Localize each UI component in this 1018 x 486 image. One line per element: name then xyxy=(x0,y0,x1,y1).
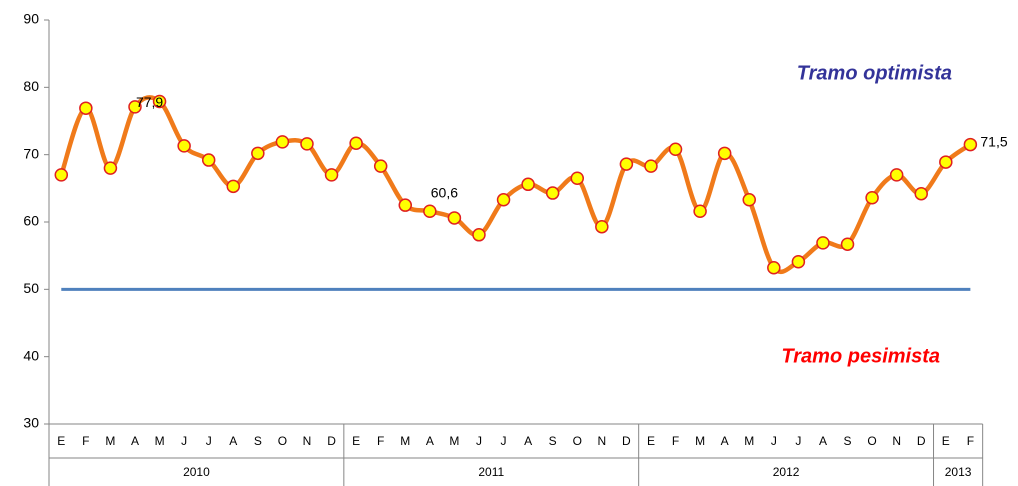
x-tick-label: M xyxy=(449,434,459,448)
marker xyxy=(742,193,756,207)
group-label: 2011 xyxy=(478,465,504,479)
marker xyxy=(595,219,609,234)
marker xyxy=(865,191,879,205)
marker xyxy=(447,211,462,225)
x-tick-label: J xyxy=(501,434,507,448)
marker xyxy=(717,146,732,161)
marker xyxy=(103,161,118,175)
x-tick-label: O xyxy=(573,434,582,448)
marker xyxy=(152,94,167,109)
marker xyxy=(914,186,928,201)
x-tick-label: F xyxy=(377,434,384,448)
group-label: 2010 xyxy=(183,465,210,479)
x-tick-label: D xyxy=(327,434,336,448)
x-tick-label: A xyxy=(229,434,237,448)
marker xyxy=(251,146,265,161)
marker xyxy=(668,142,683,157)
x-tick-label: E xyxy=(647,434,655,448)
x-tick-label: J xyxy=(181,434,187,448)
x-tick-label: N xyxy=(892,434,901,448)
x-tick-label: J xyxy=(771,434,777,448)
x-tick-label: S xyxy=(549,434,557,448)
x-tick-label: O xyxy=(867,434,876,448)
x-tick-label: F xyxy=(82,434,89,448)
marker xyxy=(54,168,69,182)
y-tick-label: 70 xyxy=(23,145,39,161)
marker xyxy=(226,179,241,194)
x-tick-label: M xyxy=(105,434,115,448)
x-tick-label: M xyxy=(695,434,705,448)
marker xyxy=(398,198,413,212)
marker xyxy=(889,168,904,182)
x-tick-label: D xyxy=(622,434,631,448)
data-label: 71,5 xyxy=(980,133,1007,149)
y-tick-label: 60 xyxy=(23,213,39,229)
annotation: Tramo pesimista xyxy=(781,345,940,367)
series-line xyxy=(59,95,972,275)
x-tick-label: N xyxy=(597,434,606,448)
y-tick-label: 40 xyxy=(23,347,39,363)
marker xyxy=(619,157,634,171)
marker xyxy=(816,236,830,250)
marker xyxy=(496,193,511,207)
x-tick-label: F xyxy=(672,434,679,448)
x-tick-label: O xyxy=(278,434,287,448)
marker xyxy=(767,261,781,275)
marker xyxy=(570,171,585,185)
x-tick-label: A xyxy=(131,434,139,448)
marker xyxy=(79,101,93,115)
y-tick-label: 80 xyxy=(23,78,39,94)
marker xyxy=(693,204,707,218)
y-tick-label: 50 xyxy=(23,280,39,296)
group-label: 2012 xyxy=(773,465,800,479)
annotation: Tramo optimista xyxy=(797,62,952,84)
marker xyxy=(472,228,486,242)
x-tick-label: M xyxy=(155,434,165,448)
marker xyxy=(201,153,216,167)
marker xyxy=(177,139,191,153)
x-tick-label: M xyxy=(744,434,754,448)
group-label: 2013 xyxy=(945,465,972,479)
x-tick-label: A xyxy=(721,434,729,448)
marker xyxy=(275,135,290,149)
x-tick-label: E xyxy=(352,434,360,448)
marker xyxy=(128,100,142,114)
marker xyxy=(963,137,978,152)
marker xyxy=(324,168,339,182)
marker xyxy=(791,254,806,269)
marker xyxy=(644,159,658,173)
x-tick-label: S xyxy=(844,434,852,448)
x-tick-label: M xyxy=(400,434,410,448)
marker xyxy=(840,237,855,251)
x-tick-label: S xyxy=(254,434,262,448)
x-tick-label: J xyxy=(476,434,482,448)
marker xyxy=(521,177,535,192)
marker xyxy=(349,136,363,150)
y-tick-label: 90 xyxy=(23,11,39,27)
x-tick-label: J xyxy=(206,434,212,448)
y-tick-label: 30 xyxy=(23,415,39,431)
data-label: 60,6 xyxy=(431,185,458,201)
x-tick-label: A xyxy=(819,434,827,448)
marker xyxy=(300,137,314,151)
x-tick-label: J xyxy=(795,434,801,448)
x-tick-label: N xyxy=(303,434,312,448)
x-tick-label: D xyxy=(917,434,926,448)
x-tick-label: E xyxy=(57,434,65,448)
x-tick-label: A xyxy=(524,434,532,448)
marker xyxy=(939,155,953,169)
marker xyxy=(545,186,560,200)
marker xyxy=(373,159,388,173)
x-tick-label: F xyxy=(967,434,974,448)
x-tick-label: E xyxy=(942,434,950,448)
x-tick-label: A xyxy=(426,434,434,448)
marker xyxy=(423,204,437,218)
data-label: 77,9 xyxy=(136,94,163,110)
